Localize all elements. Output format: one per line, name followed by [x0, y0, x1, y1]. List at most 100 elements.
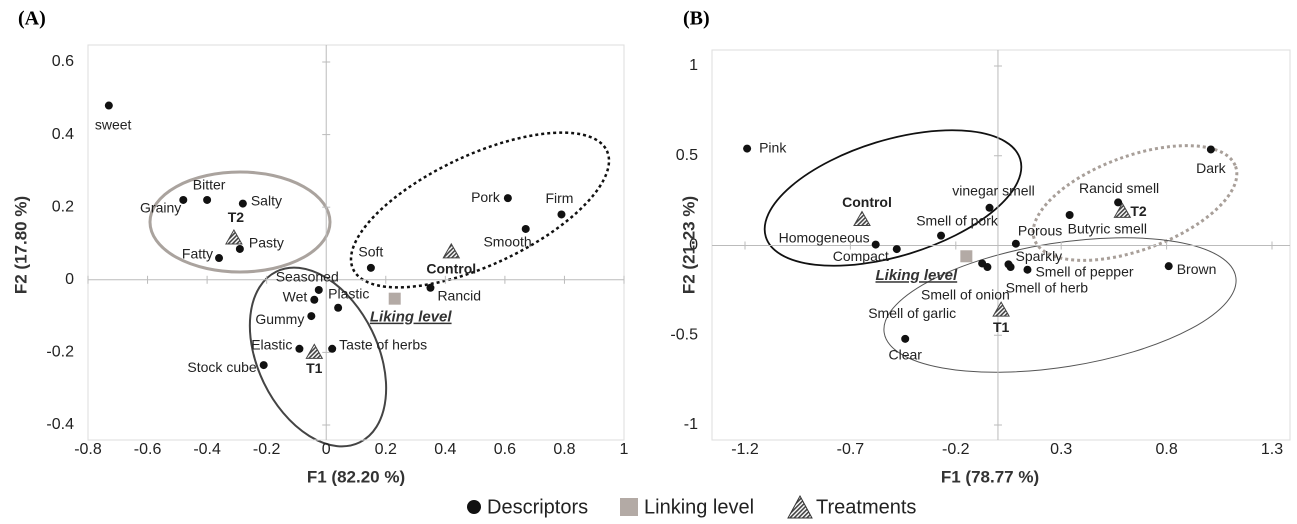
treatment-point	[225, 229, 243, 245]
descriptor-label: Pasty	[249, 235, 284, 251]
treatment-label: T2	[1130, 203, 1147, 219]
descriptor-point	[892, 245, 901, 254]
x-axis-label: F1 (78.77 %)	[941, 467, 1039, 486]
treatment-point	[305, 343, 324, 359]
treatment-point	[1113, 202, 1132, 218]
x-tick-label: 1.3	[1261, 441, 1283, 458]
descriptor-label: Soft	[358, 244, 383, 260]
descriptor-point	[1065, 210, 1074, 219]
y-tick-label: -0.4	[46, 416, 74, 433]
descriptor-label: Pink	[759, 139, 787, 155]
chart-title: (A)	[18, 8, 46, 30]
descriptor-point	[104, 101, 113, 110]
x-tick-label: 1	[620, 441, 629, 458]
legend-marker	[787, 494, 813, 519]
treatment-label: T2	[228, 209, 245, 225]
descriptor-label: Smell of pepper	[1035, 263, 1133, 279]
x-tick-label: -0.2	[253, 441, 281, 458]
x-axis-label: F1 (82.20 %)	[307, 467, 405, 486]
cluster-ellipse	[763, 129, 1023, 267]
descriptor-point	[238, 199, 247, 208]
descriptor-label: Elastic	[251, 336, 292, 352]
descriptor-point	[179, 195, 188, 204]
descriptor-label: Salty	[251, 192, 282, 208]
liking-level-label: Liking level	[370, 309, 453, 326]
descriptor-label: Homogeneous	[779, 229, 870, 245]
descriptor-point	[314, 285, 323, 294]
x-tick-label: 0.3	[1050, 441, 1072, 458]
treatment-label: Control	[426, 261, 476, 277]
y-tick-label: 0.4	[52, 126, 74, 143]
y-axis-label: F2 (21.23 %)	[679, 196, 698, 294]
plot-frame	[87, 44, 625, 441]
liking-level-label: Liking level	[875, 267, 958, 284]
x-tick-label: -0.4	[193, 441, 221, 458]
descriptor-label: Smooth	[483, 234, 531, 250]
descriptor-point	[307, 312, 316, 321]
descriptor-label: Smell of pork	[916, 212, 999, 228]
descriptor-label: Taste of herbs	[339, 336, 427, 352]
chart-title: (B)	[683, 8, 710, 30]
cluster-ellipse	[1031, 144, 1239, 262]
liking-level-point	[388, 292, 401, 305]
y-tick-label: -1	[684, 416, 698, 433]
legend-label: Linking level	[644, 496, 754, 518]
descriptor-label: Smell of herb	[1006, 280, 1089, 296]
descriptor-point	[1006, 263, 1015, 272]
cluster-ellipse	[148, 170, 332, 274]
descriptor-label: Compact	[833, 248, 889, 264]
descriptor-label: Firm	[545, 190, 573, 206]
descriptor-point	[310, 295, 319, 304]
legend-label: Treatments	[816, 496, 916, 518]
descriptor-label: Rancid	[437, 287, 481, 303]
descriptor-label: Seasoned	[276, 269, 339, 285]
descriptor-point	[1114, 198, 1123, 207]
x-tick-label: -0.7	[837, 441, 865, 458]
x-tick-label: 0.8	[1155, 441, 1177, 458]
descriptor-point	[743, 144, 752, 153]
descriptor-point	[985, 203, 994, 212]
y-tick-label: 0	[65, 271, 74, 288]
x-tick-label: -1.2	[731, 441, 759, 458]
treatment-label: Control	[842, 194, 892, 210]
descriptor-label: Bitter	[193, 177, 226, 193]
x-tick-label: 0.8	[553, 441, 575, 458]
descriptor-point	[978, 259, 987, 268]
descriptor-label: Smell of onion	[921, 287, 1010, 303]
y-tick-label: 0.2	[52, 198, 74, 215]
treatment-point	[853, 210, 871, 226]
liking-level-point	[960, 250, 973, 263]
y-tick-label: 1	[689, 57, 698, 74]
descriptor-label: Fatty	[182, 246, 213, 262]
descriptor-label: Plastic	[328, 285, 369, 301]
descriptor-label: Smell of garlic	[868, 305, 956, 321]
y-tick-label: 0.6	[52, 53, 74, 70]
treatment-label: T1	[993, 319, 1010, 335]
legend-label: Descriptors	[487, 496, 588, 518]
y-tick-label: -0.2	[46, 344, 74, 361]
descriptor-label: Clear	[888, 347, 922, 363]
y-axis-label: F2 (17.80 %)	[11, 196, 30, 294]
legend-marker	[620, 498, 638, 516]
y-tick-label: 0.5	[676, 147, 698, 164]
descriptor-label: Rancid smell	[1079, 180, 1159, 196]
x-tick-label: 0.4	[434, 441, 456, 458]
y-tick-label: 0	[689, 237, 698, 254]
cluster-ellipse	[349, 131, 611, 289]
descriptor-label: Gummy	[255, 311, 304, 327]
descriptor-point	[1164, 262, 1173, 271]
legend-marker	[467, 500, 481, 514]
descriptor-label: Dark	[1196, 160, 1227, 176]
descriptor-label: Butyric smell	[1068, 221, 1147, 237]
x-tick-label: 0	[322, 441, 331, 458]
x-tick-label: 0.2	[375, 441, 397, 458]
descriptor-point	[295, 344, 304, 353]
descriptor-point	[871, 240, 880, 249]
descriptor-label: sweet	[95, 116, 132, 132]
x-tick-label: -0.2	[942, 441, 970, 458]
descriptor-point	[1011, 239, 1020, 248]
descriptor-point	[1023, 265, 1032, 274]
descriptor-point	[503, 194, 512, 203]
cluster-ellipse	[883, 237, 1237, 373]
descriptor-point	[235, 244, 244, 253]
